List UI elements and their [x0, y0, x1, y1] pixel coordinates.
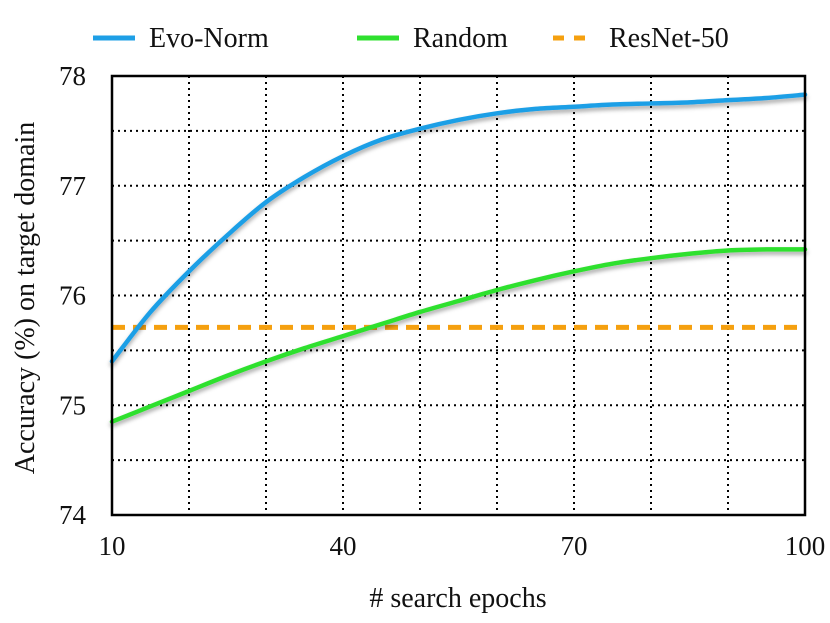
legend-label: Random	[413, 23, 508, 54]
series-line-evo-norm	[109, 92, 808, 364]
plot-frame	[110, 74, 807, 517]
legend-label: ResNet-50	[609, 23, 729, 54]
tick-labels: 10 40 70 100 74 75 76 77 78	[59, 61, 825, 561]
x-tick-label: 70	[561, 531, 588, 561]
series-line-random	[109, 247, 808, 424]
x-tick-label: 40	[330, 531, 357, 561]
plot-border	[110, 74, 807, 517]
y-tick-label: 76	[59, 281, 86, 311]
legend-item-evo-norm: Evo-Norm	[93, 23, 269, 54]
x-tick-label: 100	[785, 531, 826, 561]
y-tick-label: 77	[59, 171, 86, 201]
series-group	[109, 92, 808, 424]
y-tick-label: 75	[59, 390, 86, 420]
legend-label: Evo-Norm	[149, 23, 269, 54]
y-axis-label: Accuracy (%) on target domain	[10, 122, 41, 474]
x-axis-label: # search epochs	[369, 583, 546, 614]
legend-item-random: Random	[357, 23, 508, 54]
y-tick-label: 78	[59, 61, 86, 91]
x-tick-label: 10	[99, 531, 126, 561]
legend: Evo-Norm Random ResNet-50	[93, 23, 729, 54]
legend-item-resnet-50: ResNet-50	[553, 23, 729, 54]
y-tick-label: 74	[59, 500, 87, 530]
grid	[112, 76, 805, 515]
